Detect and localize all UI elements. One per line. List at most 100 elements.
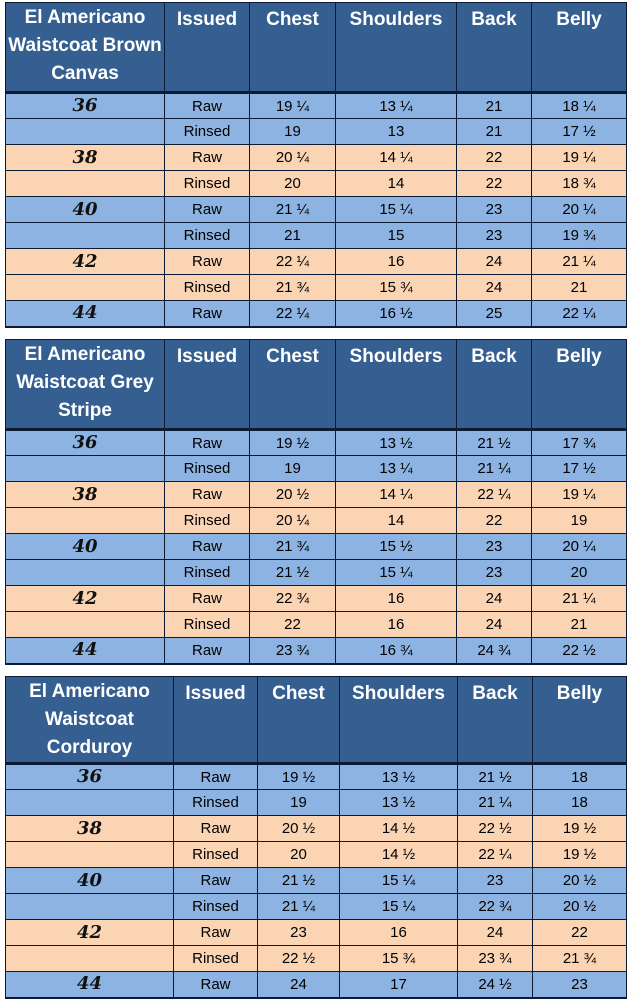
- chest-cell: 19: [249, 455, 336, 482]
- belly-cell: 19 ¾: [531, 222, 627, 249]
- back-cell: 21 ¼: [456, 455, 532, 482]
- table-row: 40 Raw 21 ¼ 15 ¼ 23 20 ¼: [5, 196, 627, 223]
- table-row: 44 Raw 22 ¼ 16 ½ 25 22 ¼: [5, 300, 627, 328]
- size-cell: 40: [5, 533, 165, 560]
- issued-cell: Rinsed: [173, 893, 258, 920]
- issued-cell: Raw: [173, 867, 258, 894]
- table-row: Rinsed 21 ½ 15 ¼ 23 20: [5, 559, 627, 586]
- chest-cell: 21 ½: [249, 559, 336, 586]
- table-row: 42 Raw 23 16 24 22: [5, 919, 627, 946]
- shoulders-cell: 14 ¼: [335, 481, 457, 508]
- table-row: Rinsed 21 ¼ 15 ¼ 22 ¾ 20 ½: [5, 893, 627, 920]
- issued-cell: Raw: [173, 763, 258, 790]
- column-header-back: Back: [457, 676, 533, 765]
- back-cell: 21: [456, 92, 532, 119]
- size-cell: 42: [5, 919, 174, 946]
- issued-cell: Rinsed: [164, 611, 250, 638]
- chest-cell: 22 ½: [257, 945, 340, 972]
- issued-cell: Rinsed: [173, 945, 258, 972]
- table-row: Rinsed 22 ½ 15 ¾ 23 ¾ 21 ¾: [5, 945, 627, 972]
- back-cell: 22: [456, 507, 532, 534]
- issued-cell: Rinsed: [164, 455, 250, 482]
- shoulders-cell: 14: [335, 507, 457, 534]
- size-cell: 42: [5, 585, 165, 612]
- back-cell: 24: [456, 585, 532, 612]
- issued-cell: Rinsed: [173, 789, 258, 816]
- back-cell: 23: [456, 533, 532, 560]
- back-cell: 21 ¼: [457, 789, 533, 816]
- size-cell: 36: [5, 429, 165, 456]
- chest-cell: 20 ¼: [249, 507, 336, 534]
- table-row: 38 Raw 20 ½ 14 ¼ 22 ¼ 19 ¼: [5, 481, 627, 508]
- chest-cell: 21 ¼: [249, 196, 336, 223]
- size-cell: 38: [5, 144, 165, 171]
- back-cell: 24: [456, 611, 532, 638]
- belly-cell: 20: [531, 559, 627, 586]
- shoulders-cell: 16 ½: [335, 300, 457, 328]
- column-header-shoulders: Shoulders: [335, 2, 457, 94]
- back-cell: 22: [456, 144, 532, 171]
- issued-cell: Raw: [164, 585, 250, 612]
- column-header-back: Back: [456, 339, 532, 431]
- shoulders-cell: 15 ¼: [339, 893, 458, 920]
- belly-cell: 21: [531, 611, 627, 638]
- chest-cell: 19: [249, 118, 336, 145]
- issued-cell: Raw: [173, 919, 258, 946]
- table-row: Rinsed 20 14 ½ 22 ¼ 19 ½: [5, 841, 627, 868]
- belly-cell: 22 ½: [531, 637, 627, 665]
- size-cell: [5, 170, 165, 197]
- chest-cell: 24: [257, 971, 340, 999]
- size-cell: [5, 455, 165, 482]
- shoulders-cell: 13 ½: [339, 789, 458, 816]
- header-row: El Americano Waistcoat Grey Stripe Issue…: [5, 339, 627, 431]
- belly-cell: 22: [532, 919, 627, 946]
- size-cell: 40: [5, 867, 174, 894]
- chest-cell: 21 ½: [257, 867, 340, 894]
- table-row: 38 Raw 20 ½ 14 ½ 22 ½ 19 ½: [5, 815, 627, 842]
- size-cell: 42: [5, 248, 165, 275]
- chest-cell: 21: [249, 222, 336, 249]
- chest-cell: 22 ¼: [249, 300, 336, 328]
- size-cell: [5, 222, 165, 249]
- column-header-belly: Belly: [531, 339, 627, 431]
- belly-cell: 18: [532, 789, 627, 816]
- chest-cell: 20 ½: [257, 815, 340, 842]
- size-cell: 38: [5, 815, 174, 842]
- issued-cell: Raw: [164, 533, 250, 560]
- table-row: 36 Raw 19 ¼ 13 ¼ 21 18 ¼: [5, 92, 627, 119]
- issued-cell: Rinsed: [164, 170, 250, 197]
- back-cell: 24: [456, 274, 532, 301]
- back-cell: 21 ½: [456, 429, 532, 456]
- chest-cell: 23: [257, 919, 340, 946]
- chest-cell: 21 ¾: [249, 274, 336, 301]
- issued-cell: Rinsed: [173, 841, 258, 868]
- column-header-belly: Belly: [531, 2, 627, 94]
- back-cell: 24: [457, 919, 533, 946]
- back-cell: 21: [456, 118, 532, 145]
- back-cell: 22: [456, 170, 532, 197]
- belly-cell: 21: [531, 274, 627, 301]
- size-cell: [5, 559, 165, 586]
- shoulders-cell: 13 ½: [335, 429, 457, 456]
- belly-cell: 18: [532, 763, 627, 790]
- belly-cell: 20 ¼: [531, 533, 627, 560]
- size-cell: [5, 507, 165, 534]
- issued-cell: Rinsed: [164, 507, 250, 534]
- back-cell: 23 ¾: [457, 945, 533, 972]
- header-row: El Americano Waistcoat Corduroy Issued C…: [5, 676, 627, 765]
- size-table-grey-stripe: El Americano Waistcoat Grey Stripe Issue…: [5, 339, 627, 665]
- table-title: El Americano Waistcoat Brown Canvas: [5, 2, 165, 94]
- belly-cell: 17 ¾: [531, 429, 627, 456]
- shoulders-cell: 14 ¼: [335, 144, 457, 171]
- size-cell: 38: [5, 481, 165, 508]
- shoulders-cell: 15 ¾: [335, 274, 457, 301]
- back-cell: 23: [456, 222, 532, 249]
- belly-cell: 20 ¼: [531, 196, 627, 223]
- table-row: Rinsed 20 14 22 18 ¾: [5, 170, 627, 197]
- column-header-chest: Chest: [249, 339, 336, 431]
- belly-cell: 23: [532, 971, 627, 999]
- back-cell: 22 ¼: [456, 481, 532, 508]
- size-cell: [5, 274, 165, 301]
- issued-cell: Raw: [164, 637, 250, 665]
- size-cell: [5, 789, 174, 816]
